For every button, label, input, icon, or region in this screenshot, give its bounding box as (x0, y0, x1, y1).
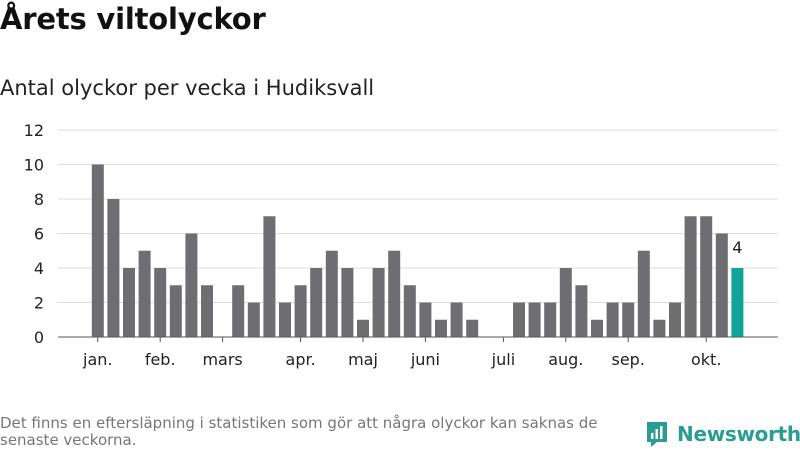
bar (669, 302, 681, 337)
bar (435, 319, 447, 337)
chart-title: Årets viltolyckor (0, 2, 266, 36)
bar (403, 285, 416, 337)
x-tick-label: sep. (611, 350, 644, 369)
bar (450, 302, 463, 337)
bar (419, 302, 432, 337)
x-tick-label: feb. (145, 350, 176, 369)
bar (591, 319, 603, 337)
x-tick-label: maj (348, 350, 378, 369)
bar (715, 233, 728, 337)
footnote: Det finns en eftersläpning i statistiken… (0, 414, 598, 449)
bar (169, 285, 182, 337)
bar (700, 216, 713, 337)
bar-chart: 0 2 4 6 8 10 12 4 jan. feb. mars apr. maj juni juli aug… (24, 121, 778, 369)
bar (559, 268, 572, 337)
bar (310, 268, 323, 337)
bar (684, 216, 697, 337)
bar (513, 302, 525, 337)
x-tick-label: apr. (286, 350, 316, 369)
x-tick-label: jan. (82, 350, 112, 369)
x-tick-label: juli (491, 350, 515, 369)
bar (232, 285, 245, 337)
y-tick-label: 12 (24, 121, 44, 140)
bar (107, 199, 120, 337)
bar-current-week (731, 268, 744, 337)
brand-logo[interactable]: Newsworthy (645, 420, 800, 448)
bar (185, 233, 198, 337)
bar (466, 319, 479, 337)
x-tick-label: mars (202, 350, 242, 369)
bar (279, 302, 291, 337)
bar (138, 250, 151, 337)
brand-name: Newsworthy (677, 422, 800, 446)
x-tick-label: okt. (691, 350, 721, 369)
bar (575, 285, 588, 337)
y-tick-label: 8 (34, 190, 44, 209)
bar (357, 319, 369, 337)
bar (247, 302, 260, 337)
y-tick-label: 4 (34, 259, 44, 278)
y-tick-label: 6 (34, 225, 44, 244)
y-tick-label: 0 (34, 328, 44, 347)
x-tick-label: aug. (548, 350, 583, 369)
newsworthy-logo-icon (647, 422, 667, 447)
bar (201, 285, 213, 337)
bar (372, 268, 385, 337)
data-label: 4 (732, 238, 742, 257)
y-tick-label: 2 (34, 294, 44, 313)
bar (294, 285, 307, 337)
bar (606, 302, 619, 337)
bar (653, 319, 666, 337)
x-tick-label: juni (410, 350, 440, 369)
y-tick-label: 10 (24, 156, 44, 175)
bar (91, 164, 104, 337)
bar (325, 250, 338, 337)
bar (154, 268, 167, 337)
bar (622, 302, 635, 337)
bar (341, 268, 354, 337)
bar (544, 302, 557, 337)
bar (263, 216, 276, 337)
bar (388, 250, 401, 337)
bar (528, 302, 541, 337)
bar (123, 268, 135, 337)
chart-subtitle: Antal olyckor per vecka i Hudiksvall (0, 76, 375, 100)
bar (637, 250, 650, 337)
